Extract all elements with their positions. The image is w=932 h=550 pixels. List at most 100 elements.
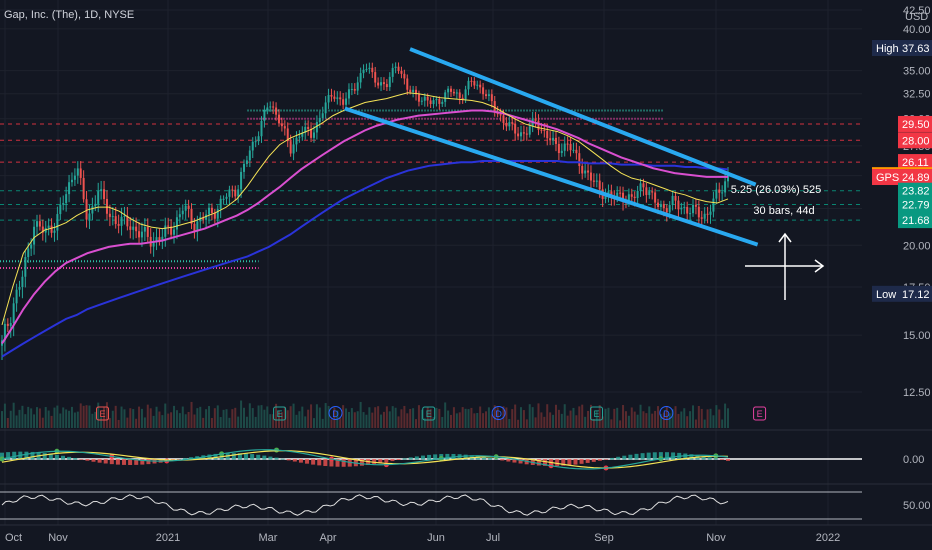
event-letter: D bbox=[495, 409, 502, 419]
earnings-event-marker[interactable]: E bbox=[422, 406, 436, 421]
volume-bar bbox=[140, 408, 143, 428]
macd-histogram-bar bbox=[103, 459, 108, 464]
candle-body bbox=[703, 213, 706, 219]
volume-bar bbox=[135, 418, 138, 428]
macd-histogram-bar bbox=[128, 459, 133, 465]
macd-histogram-bar bbox=[616, 456, 621, 460]
candle-body bbox=[103, 189, 106, 199]
macd-histogram-bar bbox=[573, 459, 578, 465]
volume-bar bbox=[604, 408, 607, 428]
candle-body bbox=[485, 94, 487, 97]
macd-histogram-bar bbox=[512, 459, 517, 463]
volume-bar bbox=[417, 405, 420, 428]
candle-body bbox=[674, 195, 677, 201]
candle-body bbox=[178, 214, 181, 218]
candle-body bbox=[263, 110, 266, 121]
volume-bar bbox=[423, 418, 426, 428]
macd-histogram-bar bbox=[603, 459, 608, 460]
candle-body bbox=[476, 84, 479, 86]
macd-histogram-bar bbox=[683, 453, 688, 460]
volume-bar bbox=[184, 414, 187, 428]
candle-body bbox=[108, 213, 111, 217]
volume-bar bbox=[674, 406, 677, 428]
candle-body bbox=[604, 195, 607, 200]
volume-bar bbox=[569, 410, 572, 428]
macd-histogram-bar bbox=[622, 455, 627, 460]
volume-bar bbox=[193, 414, 196, 428]
macd-histogram-bar bbox=[390, 459, 395, 462]
macd-histogram-bar bbox=[719, 459, 724, 460]
earnings-event-marker[interactable]: E bbox=[96, 406, 110, 421]
volume-bar bbox=[68, 410, 71, 428]
candle-body bbox=[146, 226, 149, 237]
volume-bar bbox=[18, 409, 21, 428]
macd-histogram-bar bbox=[579, 459, 584, 464]
volume-bar bbox=[610, 419, 613, 428]
macd-histogram-bar bbox=[207, 454, 212, 460]
volume-bar bbox=[339, 417, 342, 428]
macd-histogram-bar bbox=[30, 451, 35, 460]
candle-body bbox=[275, 107, 278, 115]
candle-body bbox=[216, 209, 219, 219]
earnings-event-marker[interactable]: E bbox=[273, 406, 287, 421]
candle-body bbox=[668, 205, 671, 213]
volume-bar bbox=[152, 415, 155, 428]
candle-body bbox=[467, 80, 470, 90]
candle-body bbox=[563, 143, 566, 151]
volume-bar bbox=[315, 404, 318, 428]
candle-body bbox=[581, 165, 584, 174]
time-axis[interactable]: Oct Nov 2021 Mar Apr Jun Jul Sep Nov 2022 bbox=[0, 524, 932, 544]
measure-tool[interactable]: 5.25 (26.03%) 525 30 bars, 44d bbox=[731, 184, 822, 217]
macd-histogram-bar bbox=[12, 451, 17, 460]
macd-histogram-bar bbox=[671, 452, 676, 460]
price-badge-box bbox=[898, 39, 932, 56]
volume-bar bbox=[645, 413, 648, 428]
candle-body bbox=[709, 211, 712, 215]
volume-bar bbox=[304, 416, 307, 428]
price-axis-tick: 42.50 bbox=[903, 5, 931, 17]
volume-bar bbox=[213, 408, 216, 428]
candle-body bbox=[324, 102, 327, 114]
dividend-event-marker[interactable]: D bbox=[659, 406, 674, 420]
dividend-event-marker[interactable]: D bbox=[491, 406, 506, 420]
volume-bar bbox=[187, 411, 190, 428]
volume-bar bbox=[275, 403, 278, 428]
chart-grid bbox=[0, 0, 932, 525]
volume-bar bbox=[718, 409, 721, 428]
candle-body bbox=[630, 194, 633, 197]
volume-bar bbox=[692, 405, 695, 428]
price-badge-box bbox=[898, 196, 932, 213]
time-axis-tick: Nov bbox=[706, 532, 726, 544]
volume-bar bbox=[724, 403, 727, 428]
falling-channel[interactable] bbox=[344, 47, 759, 247]
dividend-event-marker[interactable]: D bbox=[328, 406, 343, 420]
volume-bar bbox=[607, 407, 610, 428]
volume-bar bbox=[126, 417, 129, 428]
volume-bar bbox=[715, 405, 718, 428]
price-axis-tick: 12.50 bbox=[903, 387, 931, 399]
candle-body bbox=[534, 118, 537, 121]
earnings-event-marker[interactable]: E bbox=[589, 406, 603, 421]
volume-bar bbox=[630, 407, 633, 428]
volume-bar bbox=[429, 408, 432, 428]
volume-bar bbox=[245, 416, 248, 428]
macd-histogram-bar bbox=[433, 454, 438, 460]
candle-body bbox=[662, 204, 665, 209]
macd-histogram-bar bbox=[518, 459, 523, 464]
volume-bar bbox=[511, 409, 514, 428]
macd-histogram-bar bbox=[244, 453, 249, 460]
earnings-event-marker[interactable]: E bbox=[753, 406, 767, 421]
arrow-drawings[interactable] bbox=[745, 232, 825, 300]
event-circle bbox=[328, 406, 343, 420]
candle-body bbox=[519, 132, 522, 137]
volume-bar bbox=[59, 413, 62, 428]
candle-body bbox=[592, 180, 595, 182]
macd-histogram-bar bbox=[61, 455, 66, 460]
candle-body bbox=[158, 237, 161, 242]
event-letter: E bbox=[426, 409, 432, 419]
volume-bar bbox=[79, 403, 82, 428]
macd-histogram-bar bbox=[54, 454, 59, 460]
candle-body bbox=[56, 214, 59, 231]
